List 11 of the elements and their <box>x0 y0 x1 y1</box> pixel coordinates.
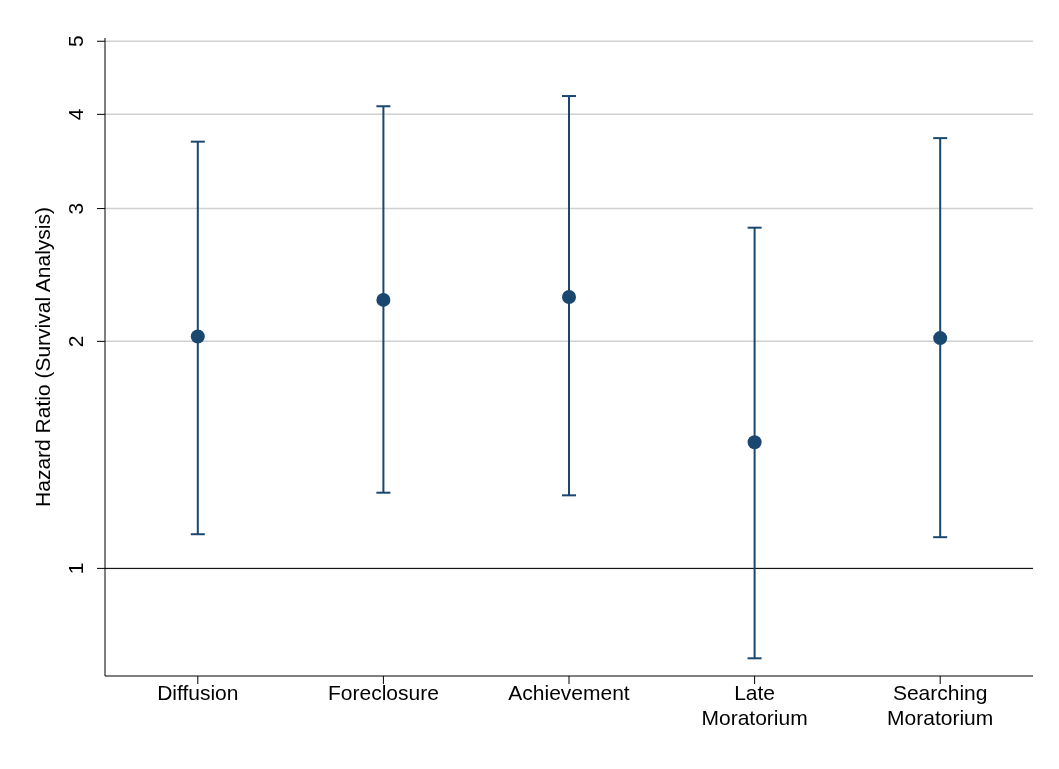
y-axis-title: Hazard Ratio (Survival Analysis) <box>31 207 54 507</box>
y-tick-label: 1 <box>64 562 87 575</box>
x-tick-label: Late Moratorium <box>701 681 808 729</box>
x-tick-label: Achievement <box>508 681 630 704</box>
y-tick-label: 4 <box>64 108 87 121</box>
y-tick-label: 2 <box>64 335 87 348</box>
x-tick-label: Diffusion <box>157 681 239 704</box>
y-tick-label: 3 <box>64 202 87 215</box>
x-tick-label: Foreclosure <box>327 681 439 704</box>
x-tick-label: Searching Moratorium <box>887 681 994 729</box>
y-tick-label: 5 <box>64 35 87 48</box>
